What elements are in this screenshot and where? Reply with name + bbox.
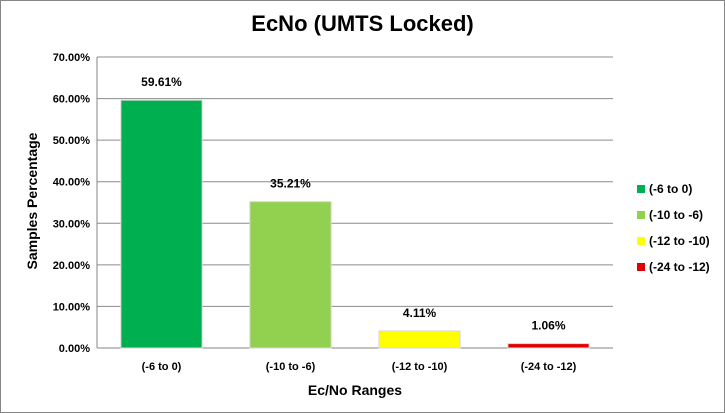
y-tick-label: 40.00% <box>53 177 91 189</box>
legend-label: (-24 to -12) <box>649 260 710 274</box>
y-tick-label: 10.00% <box>53 301 91 313</box>
bar <box>120 99 203 349</box>
y-tick-label: 0.00% <box>59 343 90 355</box>
x-tick-label: (-12 to -10) <box>392 361 448 373</box>
legend-label: (-10 to -6) <box>649 208 703 222</box>
y-tick-label: 20.00% <box>53 260 91 272</box>
y-axis-title: Samples Percentage <box>24 132 40 269</box>
legend-swatch <box>637 185 645 193</box>
data-label: 1.06% <box>531 319 565 333</box>
legend-swatch <box>637 211 645 219</box>
bar <box>249 201 332 349</box>
chart-title: EcNo (UMTS Locked) <box>251 11 474 36</box>
x-tick-label: (-10 to -6) <box>266 361 316 373</box>
bar <box>378 330 461 349</box>
legend-swatch <box>637 237 645 245</box>
y-tick-label: 30.00% <box>53 218 91 230</box>
x-tick-label: (-24 to -12) <box>521 361 577 373</box>
legend-label: (-12 to -10) <box>649 234 710 248</box>
bar <box>507 343 590 349</box>
x-tick-label: (-6 to 0) <box>142 361 182 373</box>
legend-swatch <box>637 263 645 271</box>
y-tick-label: 50.00% <box>53 135 91 147</box>
y-tick-label: 60.00% <box>53 94 91 106</box>
x-axis-title: Ec/No Ranges <box>308 382 402 398</box>
data-label: 4.11% <box>403 306 437 320</box>
legend-label: (-6 to 0) <box>649 182 692 196</box>
data-label: 35.21% <box>270 177 311 191</box>
y-tick-label: 70.00% <box>53 52 91 64</box>
data-label: 59.61% <box>141 75 182 89</box>
